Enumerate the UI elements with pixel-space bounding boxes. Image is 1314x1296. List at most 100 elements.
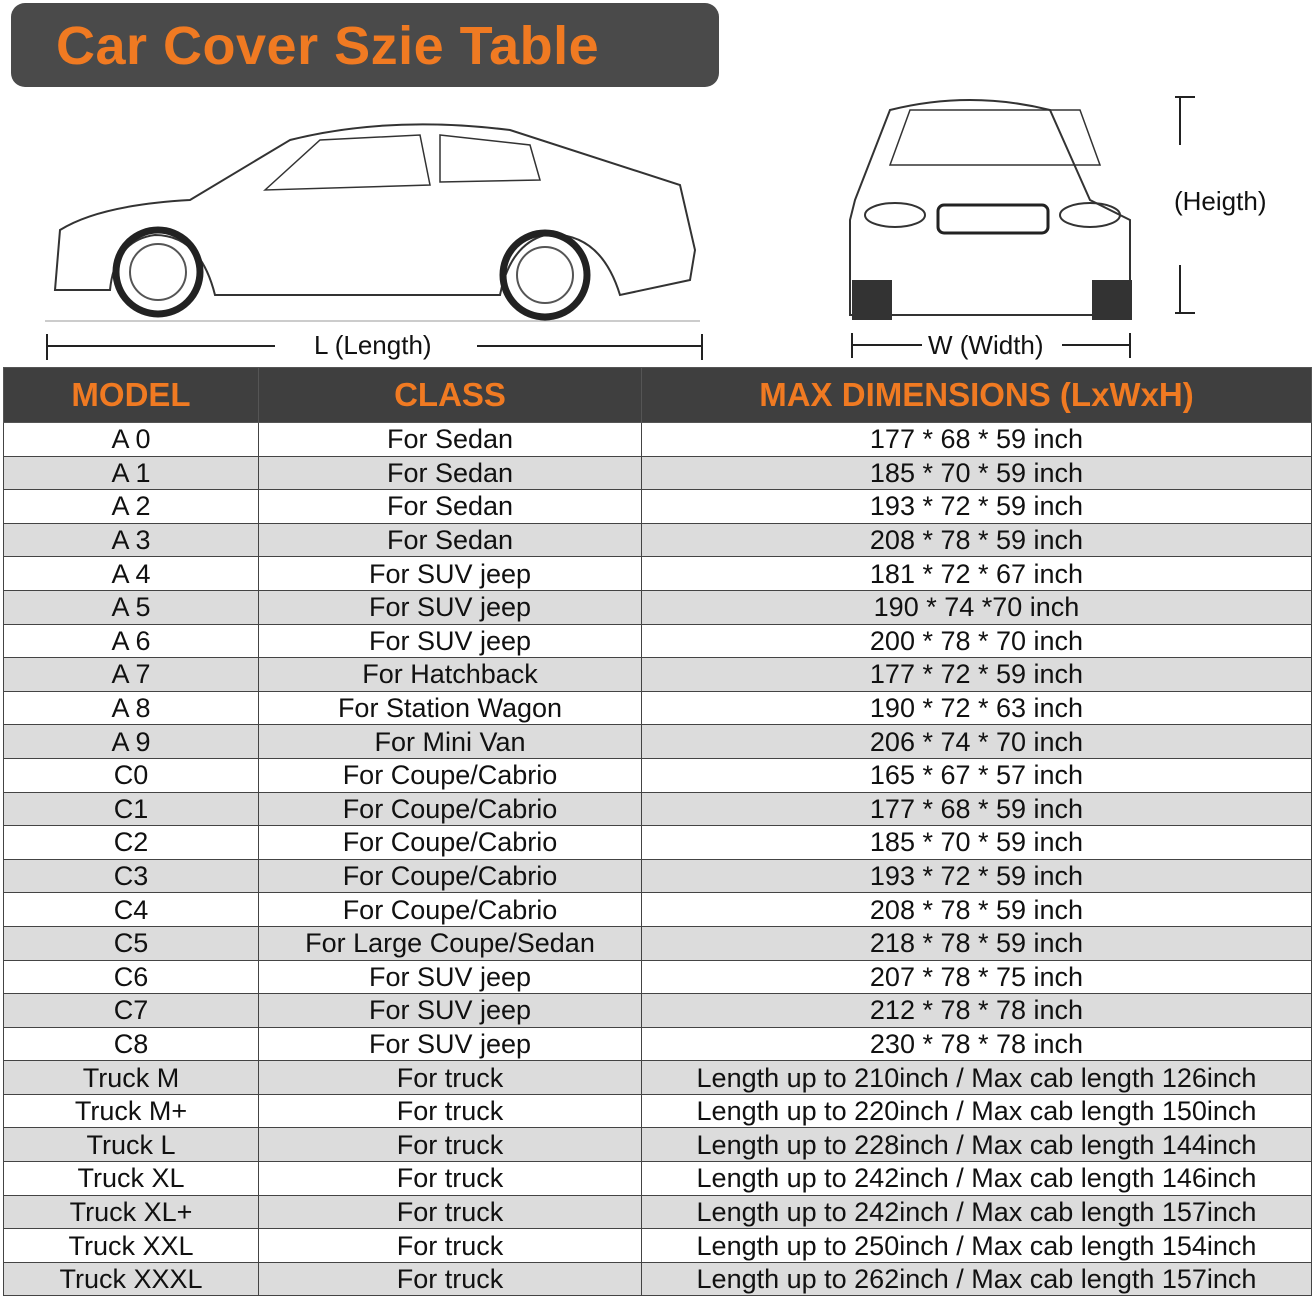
cell-dimensions: Length up to 220inch / Max cab length 15… [641, 1093, 1312, 1129]
header-dimensions: MAX DIMENSIONS (LxWxH) [641, 367, 1312, 423]
cell-model: C6 [3, 959, 259, 995]
table-row: A 6 For SUV jeep 200 * 78 * 70 inch [3, 623, 1312, 659]
cell-class: For truck [258, 1228, 642, 1263]
cell-class: For truck [258, 1060, 642, 1095]
length-label: L (Length) [308, 330, 438, 361]
cell-dimensions: 230 * 78 * 78 inch [641, 1026, 1312, 1062]
table-row: A 2 For Sedan 193 * 72 * 59 inch [3, 489, 1312, 524]
cell-class: For Coupe/Cabrio [258, 858, 642, 894]
cell-class: For SUV jeep [258, 1026, 642, 1062]
cell-dimensions: 181 * 72 * 67 inch [641, 556, 1312, 591]
cell-class: For SUV jeep [258, 993, 642, 1028]
title-banner: Car Cover Szie Table [11, 3, 719, 87]
table-row: C5 For Large Coupe/Sedan 218 * 78 * 59 inc… [3, 925, 1312, 961]
table-row: Truck XXXL For truck Length up to 262inch … [3, 1261, 1312, 1296]
cell-model: Truck XL [3, 1161, 259, 1196]
table-row: A 4 For SUV jeep 181 * 72 * 67 inch [3, 556, 1312, 591]
table-row: C4 For Coupe/Cabrio 208 * 78 * 59 inch [3, 892, 1312, 927]
cell-class: For truck [258, 1261, 642, 1296]
table-header-row: MODEL CLASS MAX DIMENSIONS (LxWxH) [3, 367, 1312, 423]
table-row: A 0 For Sedan 177 * 68 * 59 inch [3, 422, 1312, 457]
cell-class: For SUV jeep [258, 589, 642, 625]
table-row: Truck M For truck Length up to 210inch / M… [3, 1060, 1312, 1095]
cell-dimensions: 177 * 72 * 59 inch [641, 657, 1312, 692]
cell-model: A 4 [3, 556, 259, 591]
table-row: C3 For Coupe/Cabrio 193 * 72 * 59 inch [3, 858, 1312, 894]
cell-model: Truck L [3, 1127, 259, 1163]
cell-class: For Large Coupe/Sedan [258, 925, 642, 961]
cell-class: For Sedan [258, 455, 642, 491]
cell-class: For Coupe/Cabrio [258, 892, 642, 927]
table-row: C1 For Coupe/Cabrio 177 * 68 * 59 inch [3, 791, 1312, 827]
cell-dimensions: 208 * 78 * 59 inch [641, 522, 1312, 558]
cell-class: For SUV jeep [258, 623, 642, 659]
page-title: Car Cover Szie Table [56, 16, 600, 76]
cell-class: For Sedan [258, 522, 642, 558]
cell-model: A 3 [3, 522, 259, 558]
header-model: MODEL [3, 367, 259, 423]
table-row: C7 For SUV jeep 212 * 78 * 78 inch [3, 993, 1312, 1028]
table-row: A 8 For Station Wagon 190 * 72 * 63 inch [3, 690, 1312, 726]
cell-class: For Sedan [258, 489, 642, 524]
cell-model: C0 [3, 757, 259, 793]
cell-class: For Hatchback [258, 657, 642, 692]
cell-class: For Mini Van [258, 724, 642, 759]
cell-model: C2 [3, 825, 259, 860]
cell-model: C8 [3, 1026, 259, 1062]
cell-model: A 9 [3, 724, 259, 759]
table-row: A 1 For Sedan 185 * 70 * 59 inch [3, 455, 1312, 491]
cell-dimensions: 165 * 67 * 57 inch [641, 757, 1312, 793]
cell-dimensions: Length up to 250inch / Max cab length 15… [641, 1228, 1312, 1263]
cell-model: A 1 [3, 455, 259, 491]
cell-model: Truck XL+ [3, 1194, 259, 1230]
cell-dimensions: 190 * 72 * 63 inch [641, 690, 1312, 726]
header-class: CLASS [258, 367, 642, 423]
table-row: A 7 For Hatchback 177 * 72 * 59 inch [3, 657, 1312, 692]
cell-model: A 5 [3, 589, 259, 625]
table-row: A 5 For SUV jeep 190 * 74 *70 inch [3, 589, 1312, 625]
cell-dimensions: Length up to 242inch / Max cab length 15… [641, 1194, 1312, 1230]
cell-class: For Coupe/Cabrio [258, 825, 642, 860]
table-row: C8 For SUV jeep 230 * 78 * 78 inch [3, 1026, 1312, 1062]
cell-model: A 2 [3, 489, 259, 524]
cell-model: C1 [3, 791, 259, 827]
width-label: W (Width) [926, 330, 1046, 361]
table-row: A 9 For Mini Van 206 * 74 * 70 inch [3, 724, 1312, 759]
cell-class: For Coupe/Cabrio [258, 757, 642, 793]
cell-class: For Sedan [258, 422, 642, 457]
cell-model: A 0 [3, 422, 259, 457]
cell-class: For truck [258, 1093, 642, 1129]
cell-dimensions: 212 * 78 * 78 inch [641, 993, 1312, 1028]
cell-model: C4 [3, 892, 259, 927]
cell-model: Truck M+ [3, 1093, 259, 1129]
cell-model: Truck M [3, 1060, 259, 1095]
height-label: (Heigth) [1168, 186, 1273, 217]
cell-dimensions: 208 * 78 * 59 inch [641, 892, 1312, 927]
cell-dimensions: 185 * 70 * 59 inch [641, 455, 1312, 491]
table-row: C6 For SUV jeep 207 * 78 * 75 inch [3, 959, 1312, 995]
cell-dimensions: 206 * 74 * 70 inch [641, 724, 1312, 759]
table-row: C2 For Coupe/Cabrio 185 * 70 * 59 inch [3, 825, 1312, 860]
cell-dimensions: 218 * 78 * 59 inch [641, 925, 1312, 961]
cell-dimensions: 207 * 78 * 75 inch [641, 959, 1312, 995]
cell-dimensions: 193 * 72 * 59 inch [641, 858, 1312, 894]
cell-dimensions: 185 * 70 * 59 inch [641, 825, 1312, 860]
table-row: Truck XL For truck Length up to 242inch / … [3, 1161, 1312, 1196]
cell-class: For truck [258, 1161, 642, 1196]
cell-dimensions: Length up to 210inch / Max cab length 12… [641, 1060, 1312, 1095]
cell-model: C5 [3, 925, 259, 961]
cell-class: For SUV jeep [258, 556, 642, 591]
cell-dimensions: 193 * 72 * 59 inch [641, 489, 1312, 524]
cell-dimensions: 200 * 78 * 70 inch [641, 623, 1312, 659]
cell-class: For SUV jeep [258, 959, 642, 995]
table-row: A 3 For Sedan 208 * 78 * 59 inch [3, 522, 1312, 558]
cell-dimensions: Length up to 228inch / Max cab length 14… [641, 1127, 1312, 1163]
cell-class: For Coupe/Cabrio [258, 791, 642, 827]
table-row: C0 For Coupe/Cabrio 165 * 67 * 57 inch [3, 757, 1312, 793]
cell-model: A 6 [3, 623, 259, 659]
cell-model: A 7 [3, 657, 259, 692]
cell-class: For Station Wagon [258, 690, 642, 726]
cell-dimensions: 190 * 74 *70 inch [641, 589, 1312, 625]
cell-class: For truck [258, 1127, 642, 1163]
car-side-illustration [45, 123, 703, 360]
